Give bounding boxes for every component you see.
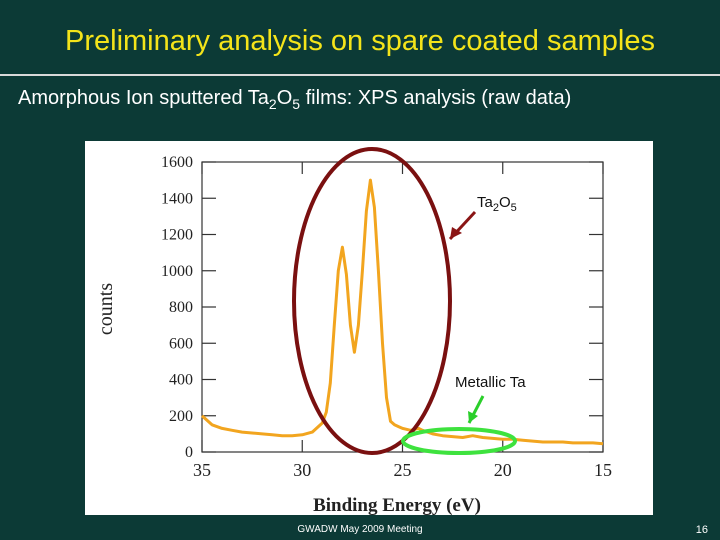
subtitle-subscript-5: 5 — [292, 96, 301, 112]
metallic-ta-highlight-ellipse — [401, 427, 517, 455]
xps-trace-line — [200, 178, 604, 446]
ta2o5-annotation-sub5: 5 — [511, 202, 517, 214]
y-tick-label: 1600 — [161, 154, 193, 171]
y-tick-label: 400 — [169, 372, 193, 389]
y-tick-label: 1200 — [161, 227, 193, 244]
xps-chart-panel: 0 200 400 600 800 1000 1200 1400 1600 35 30 25 20 15 … — [85, 141, 653, 516]
x-tick-label: 35 — [193, 460, 211, 480]
y-tick-label: 200 — [169, 408, 193, 425]
footer-text: GWADW May 2009 Meeting — [297, 524, 423, 535]
ta2o5-arrow — [448, 210, 477, 241]
slide-number: 16 — [695, 524, 708, 536]
slide-subtitle: Amorphous Ion sputtered Ta2O5 films: XPS… — [18, 86, 658, 112]
slide-title: Preliminary analysis on spare coated sam… — [65, 25, 655, 57]
subtitle-text-rest: films: XPS analysis (raw data) — [300, 87, 572, 109]
ta2o5-annotation: Ta2O5 — [477, 194, 517, 214]
metallic-ta-annotation: Metallic Ta — [455, 374, 526, 391]
y-tick-label: 1000 — [161, 263, 193, 280]
metallic-ta-arrow — [467, 395, 485, 424]
x-tick-label: 20 — [494, 460, 512, 480]
x-tick-label: 25 — [394, 460, 412, 480]
subtitle-subscript-2: 2 — [268, 96, 277, 112]
ta2o5-highlight-ellipse — [292, 147, 452, 455]
ta2o5-annotation-base: Ta — [477, 194, 494, 211]
y-axis-label: counts — [95, 283, 117, 335]
y-tick-label: 0 — [185, 444, 193, 461]
y-tick-label: 600 — [169, 335, 193, 352]
y-tick-label: 1400 — [161, 190, 193, 207]
ta2o5-annotation-sub2: 2 — [493, 202, 499, 214]
x-tick-label: 15 — [594, 460, 612, 480]
subtitle-text: Amorphous Ion sputtered Ta — [18, 87, 269, 109]
y-tick-label: 800 — [169, 299, 193, 316]
plot-frame — [201, 161, 604, 453]
x-axis-label: Binding Energy (eV) — [313, 495, 481, 516]
x-tick-label: 30 — [293, 460, 311, 480]
subtitle-text-o: O — [276, 87, 293, 109]
title-divider — [0, 74, 720, 76]
ta2o5-annotation-o: O — [499, 194, 511, 211]
